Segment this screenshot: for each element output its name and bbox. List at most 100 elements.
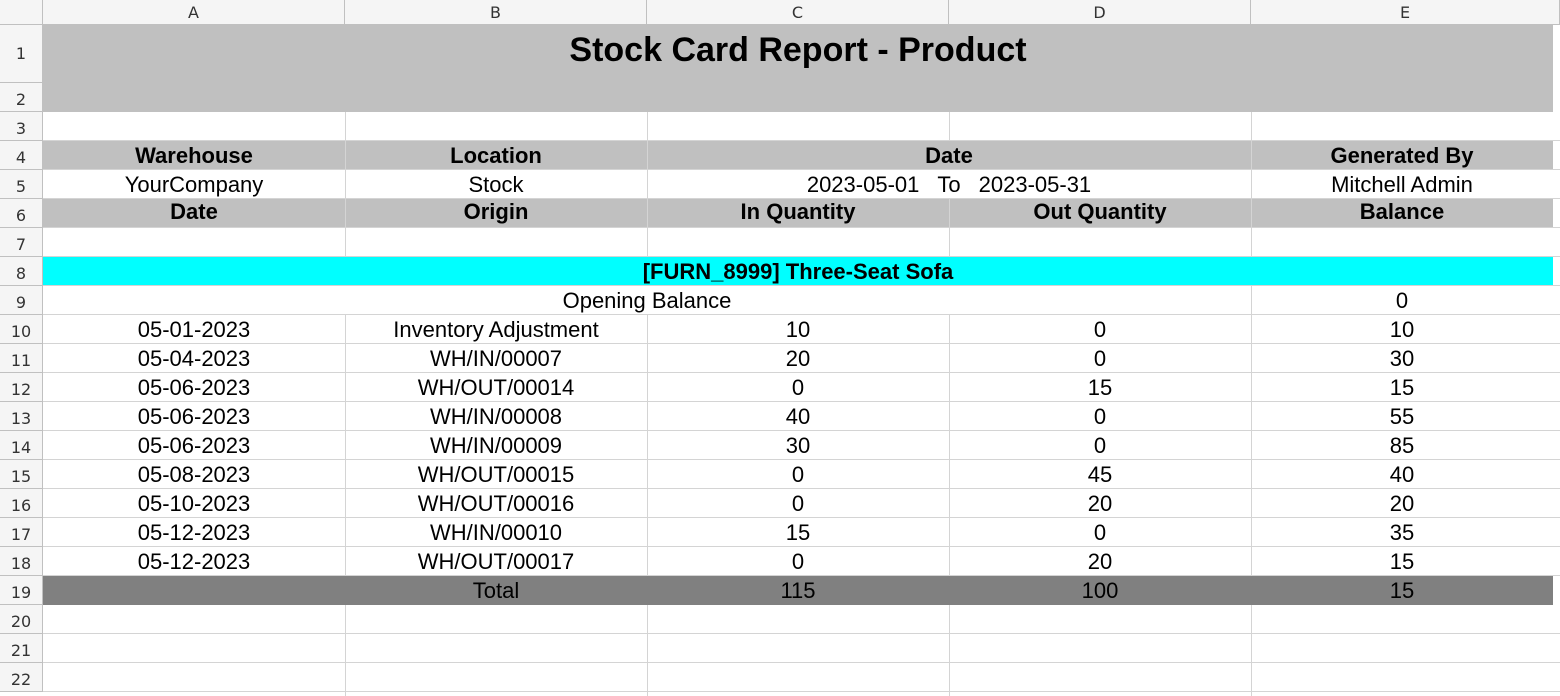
opening-balance-value[interactable]: 0 [1395, 287, 1409, 313]
move-date[interactable]: 05-04-2023 [137, 345, 251, 371]
move-in-quantity[interactable]: 0 [791, 548, 805, 574]
row-header-6[interactable]: 6 [0, 199, 43, 228]
move-balance[interactable]: 15 [1389, 374, 1415, 400]
move-balance[interactable]: 15 [1389, 548, 1415, 574]
product-name[interactable]: [FURN_8999] Three-Seat Sofa [642, 258, 954, 284]
row-header-11[interactable]: 11 [0, 344, 43, 373]
grid-line [43, 140, 1560, 141]
generated-by-header[interactable]: Generated By [1330, 142, 1474, 168]
move-date[interactable]: 05-01-2023 [137, 316, 251, 342]
out-quantity-column-header[interactable]: Out Quantity [1033, 199, 1167, 224]
row-header-18[interactable]: 18 [0, 547, 43, 576]
row-header-12[interactable]: 12 [0, 373, 43, 402]
move-balance[interactable]: 35 [1389, 519, 1415, 545]
row-header-5[interactable]: 5 [0, 170, 43, 199]
row-header-20[interactable]: 20 [0, 605, 43, 634]
date-range-value[interactable]: 2023-05-01 To 2023-05-31 [647, 170, 1251, 199]
row-header-8[interactable]: 8 [0, 257, 43, 286]
move-date[interactable]: 05-08-2023 [137, 461, 251, 487]
move-in-quantity[interactable]: 40 [785, 403, 811, 429]
move-origin[interactable]: WH/OUT/00017 [417, 548, 575, 574]
row-header-2[interactable]: 2 [0, 83, 43, 112]
move-date[interactable]: 05-06-2023 [137, 432, 251, 458]
move-out-quantity[interactable]: 0 [1093, 432, 1107, 458]
grid-line [43, 488, 1560, 489]
in-quantity-column-header[interactable]: In Quantity [740, 199, 856, 224]
move-date[interactable]: 05-12-2023 [137, 548, 251, 574]
row-header-1[interactable]: 1 [0, 25, 43, 83]
grid-line [43, 575, 1560, 576]
column-header-c[interactable]: C [647, 0, 949, 25]
row-header-13[interactable]: 13 [0, 402, 43, 431]
move-origin[interactable]: WH/IN/00010 [429, 519, 563, 545]
move-origin[interactable]: WH/OUT/00016 [417, 490, 575, 516]
move-date[interactable]: 05-10-2023 [137, 490, 251, 516]
move-origin[interactable]: WH/IN/00007 [429, 345, 563, 371]
grid-line [949, 112, 950, 141]
move-date[interactable]: 05-06-2023 [137, 374, 251, 400]
opening-balance-label[interactable]: Opening Balance [562, 287, 732, 313]
row-header-4[interactable]: 4 [0, 141, 43, 170]
move-in-quantity[interactable]: 0 [791, 490, 805, 516]
report-title[interactable]: Stock Card Report - Product [569, 30, 1027, 69]
row-header-10[interactable]: 10 [0, 315, 43, 344]
column-header-d[interactable]: D [949, 0, 1251, 25]
move-balance[interactable]: 10 [1389, 316, 1415, 342]
move-in-quantity[interactable]: 20 [785, 345, 811, 371]
total-fill [43, 576, 1553, 605]
date-range-header[interactable]: Date [925, 142, 973, 168]
total-in-quantity[interactable]: 115 [780, 577, 816, 603]
location-value[interactable]: Stock [468, 171, 524, 197]
row-header-16[interactable]: 16 [0, 489, 43, 518]
move-in-quantity[interactable]: 0 [791, 374, 805, 400]
column-header-a[interactable]: A [43, 0, 345, 25]
total-label[interactable]: Total [472, 577, 520, 603]
move-balance[interactable]: 40 [1389, 461, 1415, 487]
select-all-corner[interactable] [0, 0, 43, 25]
move-in-quantity[interactable]: 15 [785, 519, 811, 545]
row-header-22[interactable]: 22 [0, 663, 43, 692]
move-balance[interactable]: 20 [1389, 490, 1415, 516]
move-out-quantity[interactable]: 0 [1093, 403, 1107, 429]
column-header-b[interactable]: B [345, 0, 647, 25]
move-in-quantity[interactable]: 10 [785, 316, 811, 342]
move-origin[interactable]: WH/OUT/00014 [417, 374, 575, 400]
balance-column-header[interactable]: Balance [1359, 199, 1445, 224]
move-balance[interactable]: 30 [1389, 345, 1415, 371]
move-out-quantity[interactable]: 0 [1093, 519, 1107, 545]
warehouse-header[interactable]: Warehouse [135, 142, 253, 168]
row-header-3[interactable]: 3 [0, 112, 43, 141]
move-in-quantity[interactable]: 0 [791, 461, 805, 487]
move-date[interactable]: 05-06-2023 [137, 403, 251, 429]
row-header-17[interactable]: 17 [0, 518, 43, 547]
move-out-quantity[interactable]: 45 [1087, 461, 1113, 487]
location-header[interactable]: Location [450, 142, 542, 168]
row-header-14[interactable]: 14 [0, 431, 43, 460]
move-date[interactable]: 05-12-2023 [137, 519, 251, 545]
move-origin[interactable]: WH/IN/00008 [429, 403, 563, 429]
total-out-quantity[interactable]: 100 [1081, 577, 1119, 603]
row-header-7[interactable]: 7 [0, 228, 43, 257]
move-in-quantity[interactable]: 30 [785, 432, 811, 458]
move-out-quantity[interactable]: 15 [1087, 374, 1113, 400]
move-out-quantity[interactable]: 0 [1093, 316, 1107, 342]
origin-column-header[interactable]: Origin [463, 199, 529, 224]
move-origin[interactable]: WH/OUT/00015 [417, 461, 575, 487]
row-header-19[interactable]: 19 [0, 576, 43, 605]
move-balance[interactable]: 55 [1389, 403, 1415, 429]
row-header-21[interactable]: 21 [0, 634, 43, 663]
move-origin[interactable]: WH/IN/00009 [429, 432, 563, 458]
move-out-quantity[interactable]: 20 [1087, 490, 1113, 516]
row-header-15[interactable]: 15 [0, 460, 43, 489]
generated-by-value[interactable]: Mitchell Admin [1331, 171, 1473, 197]
move-out-quantity[interactable]: 0 [1093, 345, 1107, 371]
column-header-e[interactable]: E [1251, 0, 1560, 25]
move-out-quantity[interactable]: 20 [1087, 548, 1113, 574]
move-balance[interactable]: 85 [1389, 432, 1415, 458]
date-column-header[interactable]: Date [170, 199, 218, 224]
grid-line [43, 256, 1560, 257]
row-header-9[interactable]: 9 [0, 286, 43, 315]
total-balance[interactable]: 15 [1389, 577, 1415, 603]
warehouse-value[interactable]: YourCompany [124, 171, 264, 197]
move-origin[interactable]: Inventory Adjustment [393, 316, 599, 342]
